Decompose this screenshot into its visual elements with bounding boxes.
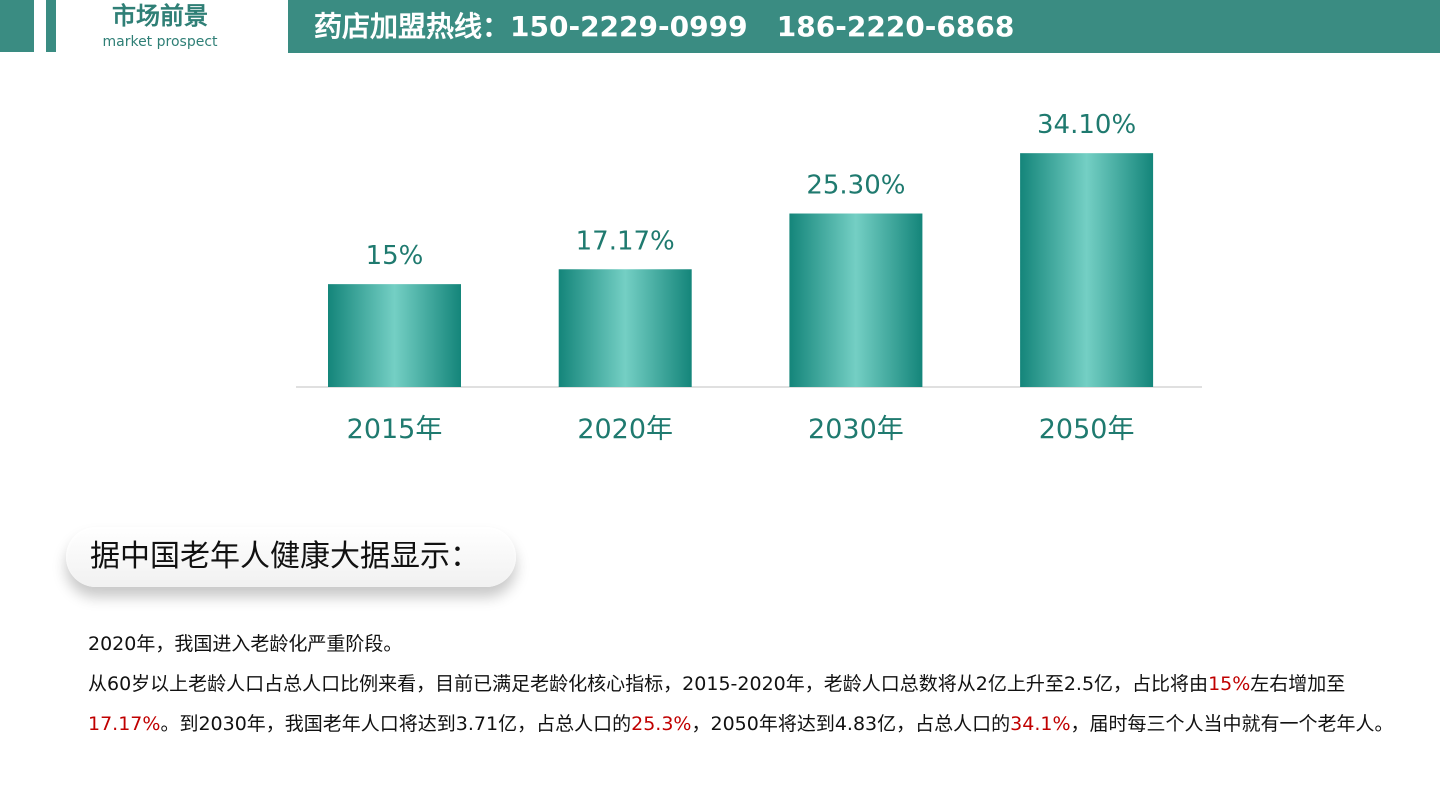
bar-3 xyxy=(1020,153,1154,387)
paragraph-body: 从60岁以上老龄人口占总人口比例来看，目前已满足老龄化核心指标，2015-202… xyxy=(88,664,1398,744)
paragraph-text: 左右增加至 xyxy=(1250,673,1346,695)
highlight-value: 15% xyxy=(1208,673,1251,695)
highlight-value: 34.1% xyxy=(1010,713,1071,735)
x-tick-label: 2030年 xyxy=(808,414,904,445)
bar-value-label: 34.10% xyxy=(1037,110,1136,140)
header-accent-bar xyxy=(0,0,34,52)
x-tick-label: 2015年 xyxy=(347,414,443,445)
section-title: 市场前景 market prospect xyxy=(60,0,260,50)
paragraph-text: 从60岁以上老龄人口占总人口比例来看，目前已满足老龄化核心指标，2015-202… xyxy=(88,673,1209,695)
bar-value-label: 25.30% xyxy=(806,171,905,201)
bar-value-label: 15% xyxy=(366,241,424,271)
bar-value-label: 17.17% xyxy=(576,226,675,256)
paragraph-line: 2020年，我国进入老龄化严重阶段。 xyxy=(88,633,403,655)
bar-2 xyxy=(789,213,923,387)
data-source-heading: 据中国老年人健康大据显示： xyxy=(66,527,516,587)
paragraph-text: ，届时每三个人当中就有一个老年人。 xyxy=(1070,713,1394,735)
section-title-en: market prospect xyxy=(102,34,218,50)
header-accent-bar-thin xyxy=(46,0,56,52)
hotline-banner: 药店加盟热线：150-2229-0999 186-2220-6868 xyxy=(288,0,1440,53)
highlight-value: 17.17% xyxy=(88,713,161,735)
highlight-value: 25.3% xyxy=(631,713,692,735)
paragraph-text: ，2050年将达到4.83亿，占总人口的 xyxy=(691,713,1011,735)
x-tick-label: 2020年 xyxy=(577,414,673,445)
description-paragraph: 2020年，我国进入老龄化严重阶段。 从60岁以上老龄人口占总人口比例来看，目前… xyxy=(88,624,1398,744)
bar-1 xyxy=(558,269,692,387)
section-title-zh: 市场前景 xyxy=(112,2,208,30)
bar-0 xyxy=(328,284,461,387)
x-tick-label: 2050年 xyxy=(1039,414,1135,445)
paragraph-text: 。到2030年，我国老年人口将达到3.71亿，占总人口的 xyxy=(160,713,632,735)
bar-chart: 15% 2015年 17.17% 2020年 25.30% 2030年 34.10% 2050… xyxy=(296,110,1202,445)
